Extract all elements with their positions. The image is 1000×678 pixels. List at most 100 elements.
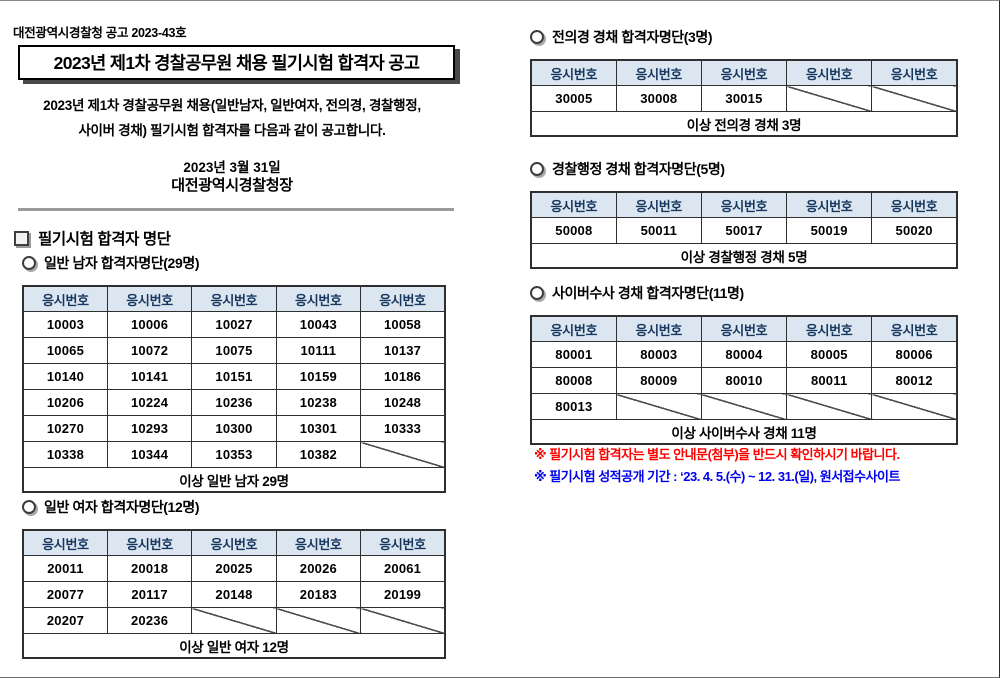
- exam-number-cell: 20011: [22, 555, 108, 582]
- general-female-footer: 이상 일반 여자 12명: [22, 633, 446, 659]
- square-bullet-icon: [14, 230, 29, 246]
- exam-number-cell: 50020: [871, 217, 958, 244]
- circle-bullet-icon: [530, 162, 544, 176]
- column-header: 응시번호: [191, 529, 277, 556]
- table-row: 10065 10072 10075 10111 10137: [22, 337, 446, 364]
- general-female-section: 일반 여자 합격자명단(12명) 응시번호 응시번호 응시번호 응시번호 응시번호 2001…: [22, 497, 446, 659]
- exam-number-cell: 10248: [360, 389, 446, 416]
- table-row: 80013: [530, 393, 958, 420]
- exam-number-cell: 10003: [22, 311, 108, 338]
- circle-bullet-icon: [22, 256, 36, 270]
- jeonuigyeong-footer: 이상 전의경 경채 3명: [530, 111, 958, 137]
- signer-title: 대전광역시경찰청장: [171, 177, 293, 194]
- section-title: 필기시험 합격자 명단: [38, 231, 171, 248]
- column-header: 응시번호: [530, 191, 617, 218]
- empty-diagonal-cell: [360, 441, 446, 468]
- exam-number-cell: 30008: [615, 85, 702, 112]
- circle-bullet-icon: [530, 30, 544, 44]
- column-header: 응시번호: [530, 315, 617, 342]
- exam-number-cell: 20183: [275, 581, 362, 608]
- cyber-footer: 이상 사이버수사 경채 11명: [530, 419, 958, 445]
- table-row: 30005 30008 30015: [530, 85, 958, 112]
- column-header: 응시번호: [360, 285, 446, 312]
- exam-number-cell: 10058: [360, 311, 446, 338]
- intro-line-2: 사이버 경채) 필기시험 합격자를 다음과 같이 공고합니다.: [78, 123, 386, 138]
- exam-number-cell: 10333: [360, 415, 446, 442]
- table-row: 50008 50011 50017 50019 50020: [530, 217, 958, 244]
- note-attachment-warning: ※ 필기시험 합격자는 별도 안내문(첨부)을 반드시 확인하시기 바랍니다.: [534, 447, 900, 462]
- column-header: 응시번호: [700, 191, 788, 218]
- column-header: 응시번호: [700, 315, 788, 342]
- exam-number-cell: 80012: [871, 367, 958, 394]
- exam-number-cell: 80008: [530, 367, 617, 394]
- table-row: 10206 10224 10236 10238 10248: [22, 389, 446, 416]
- exam-number-cell: 10072: [106, 337, 193, 364]
- exam-number-cell: 10301: [275, 415, 362, 442]
- footer-row: 이상 일반 여자 12명: [22, 633, 446, 659]
- exam-number-cell: 20236: [106, 607, 193, 634]
- circle-bullet-icon: [22, 500, 36, 514]
- table-row: 20207 20236: [22, 607, 446, 634]
- empty-diagonal-cell: [786, 85, 873, 112]
- table-row: 80008 80009 80010 80011 80012: [530, 367, 958, 394]
- police-admin-footer: 이상 경찰행정 경채 5명: [530, 243, 958, 269]
- exam-number-cell: 10344: [106, 441, 193, 468]
- table-row: 10140 10141 10151 10159 10186: [22, 363, 446, 390]
- exam-number-cell: 80009: [615, 367, 702, 394]
- exam-number-cell: 20061: [360, 555, 446, 582]
- exam-number-cell: 80004: [700, 341, 788, 368]
- general-male-footer: 이상 일반 남자 29명: [22, 467, 446, 493]
- exam-number-cell: 80005: [786, 341, 873, 368]
- exam-number-cell: 10065: [22, 337, 108, 364]
- exam-number-cell: 10293: [106, 415, 193, 442]
- empty-diagonal-cell: [786, 393, 873, 420]
- table-row: 80001 80003 80004 80005 80006: [530, 341, 958, 368]
- title-box: 2023년 제1차 경찰공무원 채용 필기시험 합격자 공고: [18, 45, 455, 80]
- general-female-table: 응시번호 응시번호 응시번호 응시번호 응시번호 20011 20018 20025 20026…: [22, 529, 446, 659]
- column-header: 응시번호: [106, 285, 193, 312]
- column-header: 응시번호: [615, 59, 702, 86]
- general-female-heading-label: 일반 여자 합격자명단(12명): [44, 499, 200, 515]
- column-header: 응시번호: [871, 315, 958, 342]
- footer-row: 이상 사이버수사 경채 11명: [530, 419, 958, 445]
- note-score-period: ※ 필기시험 성적공개 기간 : ‘23. 4. 5.(수) ~ 12. 31.…: [534, 469, 900, 484]
- general-male-heading: 일반 남자 합격자명단(29명): [22, 253, 446, 273]
- exam-number-cell: 20026: [275, 555, 362, 582]
- column-header: 응시번호: [615, 191, 702, 218]
- exam-number-cell: 20117: [106, 581, 193, 608]
- general-male-section: 일반 남자 합격자명단(29명) 응시번호 응시번호 응시번호 응시번호 응시번호 1000…: [22, 253, 446, 493]
- intro-line-1: 2023년 제1차 경찰공무원 채용(일반남자, 일반여자, 전의경, 경찰행정…: [43, 98, 421, 113]
- cyber-section: 사이버수사 경채 합격자명단(11명) 응시번호 응시번호 응시번호 응시번호 응시번호 8…: [530, 283, 958, 445]
- jeonuigyeong-heading: 전의경 경채 합격자명단(3명): [530, 27, 958, 47]
- exam-number-cell: 20207: [22, 607, 108, 634]
- column-header: 응시번호: [360, 529, 446, 556]
- exam-number-cell: 20077: [22, 581, 108, 608]
- jeonuigyeong-table: 응시번호 응시번호 응시번호 응시번호 응시번호 30005 30008 30015 이상 전의…: [530, 59, 958, 137]
- exam-number-cell: 80013: [530, 393, 617, 420]
- footer-row: 이상 일반 남자 29명: [22, 467, 446, 493]
- page-title: 2023년 제1차 경찰공무원 채용 필기시험 합격자 공고: [53, 53, 420, 73]
- exam-number-cell: 30005: [530, 85, 617, 112]
- exam-number-cell: 10151: [191, 363, 277, 390]
- exam-number-cell: 80010: [700, 367, 788, 394]
- exam-number-cell: 10043: [275, 311, 362, 338]
- cyber-table: 응시번호 응시번호 응시번호 응시번호 응시번호 80001 80003 80004 80005…: [530, 315, 958, 445]
- column-header: 응시번호: [22, 529, 108, 556]
- police-admin-heading-label: 경찰행정 경채 합격자명단(5명): [552, 161, 725, 177]
- exam-number-cell: 10382: [275, 441, 362, 468]
- intro-paragraph: 2023년 제1차 경찰공무원 채용(일반남자, 일반여자, 전의경, 경찰행정…: [6, 93, 458, 143]
- exam-number-cell: 10353: [191, 441, 277, 468]
- footer-row: 이상 전의경 경채 3명: [530, 111, 958, 137]
- table-row: 20011 20018 20025 20026 20061: [22, 555, 446, 582]
- circle-bullet-icon: [530, 286, 544, 300]
- exam-number-cell: 10300: [191, 415, 277, 442]
- exam-number-cell: 10236: [191, 389, 277, 416]
- column-header: 응시번호: [615, 315, 702, 342]
- cyber-heading: 사이버수사 경채 합격자명단(11명): [530, 283, 958, 303]
- general-male-table: 응시번호 응시번호 응시번호 응시번호 응시번호 10003 10006 10027 10043…: [22, 285, 446, 493]
- table-row: 10270 10293 10300 10301 10333: [22, 415, 446, 442]
- exam-number-cell: 50011: [615, 217, 702, 244]
- exam-number-cell: 10238: [275, 389, 362, 416]
- exam-number-cell: 80003: [615, 341, 702, 368]
